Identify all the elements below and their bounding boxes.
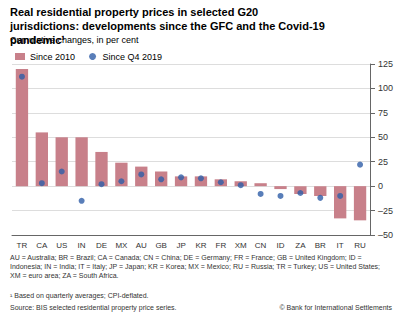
svg-text:XM: XM xyxy=(235,241,247,250)
svg-text:Indonesia; IN = India; IT = It: Indonesia; IN = India; IT = Italy; JP = … xyxy=(10,263,382,271)
svg-text:CA: CA xyxy=(36,241,48,250)
svg-text:DE: DE xyxy=(96,241,107,250)
svg-text:50: 50 xyxy=(378,132,388,142)
svg-text:RU: RU xyxy=(354,241,366,250)
svg-text:TR: TR xyxy=(17,241,28,250)
svg-text:BR: BR xyxy=(315,241,326,250)
svg-text:Cumulative changes, in per cen: Cumulative changes, in per cent xyxy=(10,35,139,45)
svg-text:jurisdictions: developments si: jurisdictions: developments since the GF… xyxy=(9,20,328,32)
svg-text:¹ Based on quarterly averages;: ¹ Based on quarterly averages; CPI-defla… xyxy=(10,292,149,300)
svg-text:100: 100 xyxy=(378,83,393,93)
svg-text:ZA: ZA xyxy=(295,241,306,250)
svg-text:–25: –25 xyxy=(378,206,393,216)
svg-text:© Bank for International Settl: © Bank for International Settlements xyxy=(279,304,392,311)
svg-text:KR: KR xyxy=(195,241,206,250)
svg-text:CN: CN xyxy=(255,241,267,250)
svg-text:125: 125 xyxy=(378,59,393,69)
svg-text:AU: AU xyxy=(136,241,147,250)
svg-text:25: 25 xyxy=(378,157,388,167)
svg-text:Real residential property pric: Real residential property prices in sele… xyxy=(10,6,261,18)
svg-text:75: 75 xyxy=(378,108,388,118)
svg-text:JP: JP xyxy=(176,241,185,250)
svg-text:Since Q4 2019: Since Q4 2019 xyxy=(103,52,163,62)
svg-text:Since 2010: Since 2010 xyxy=(30,52,75,62)
svg-text:–50: –50 xyxy=(378,230,393,240)
svg-text:FR: FR xyxy=(215,241,226,250)
svg-text:ID: ID xyxy=(277,241,285,250)
svg-text:MX: MX xyxy=(115,241,128,250)
svg-text:XM = euro area; ZA = South Afr: XM = euro area; ZA = South Africa. xyxy=(10,272,119,279)
svg-text:US: US xyxy=(56,241,67,250)
svg-text:IN: IN xyxy=(78,241,86,250)
svg-text:AU = Australia; BR = Brazil; C: AU = Australia; BR = Brazil; CA = Canada… xyxy=(10,254,364,262)
svg-text:IT: IT xyxy=(337,241,344,250)
svg-text:Source: BIS selected residenti: Source: BIS selected residential propert… xyxy=(10,304,177,312)
svg-text:0: 0 xyxy=(378,181,383,191)
svg-text:GB: GB xyxy=(155,241,167,250)
